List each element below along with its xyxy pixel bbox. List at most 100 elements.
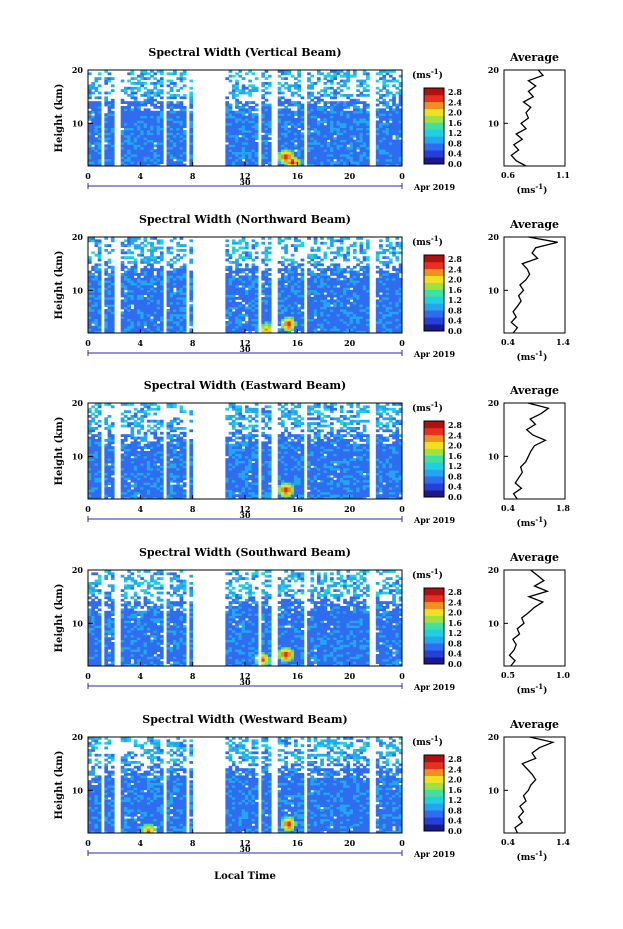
x-tick-label: 0 (399, 504, 405, 514)
spectral-width-panel-4: Spectral Width (Southward Beam) 10 20 Heigh… (54, 546, 570, 696)
x-tick-label: 0 (399, 171, 405, 181)
colorbar-segment (424, 427, 444, 436)
x-tick-label: 16 (292, 171, 304, 181)
x-tick-label: 12 (239, 504, 250, 514)
colorbar-segment (424, 636, 444, 644)
profile-x-tick-label: 0.6 (501, 170, 515, 180)
colorbar-segment (424, 803, 444, 811)
y-tick-label: 20 (72, 732, 84, 742)
colorbar-segment (424, 755, 444, 763)
x-tick-label: 20 (344, 504, 356, 514)
profile-y-tick-label: 10 (488, 618, 500, 628)
colorbar-segment (424, 462, 444, 470)
colorbar-segment (424, 448, 444, 456)
x-tick-label: 0 (85, 338, 91, 348)
colorbar-segment (424, 490, 444, 498)
x-tick-label: 8 (190, 171, 196, 181)
average-profile-line (514, 736, 555, 834)
profile-y-tick-label: 20 (488, 232, 500, 242)
x-axis-title: Local Time (214, 871, 276, 882)
x-tick-label: 16 (292, 504, 304, 514)
spectral-width-panel-1: Spectral Width (Vertical Beam) 10 20 Height… (54, 46, 570, 196)
colorbar-segment (424, 88, 444, 96)
heatmap-cells (88, 570, 403, 667)
colorbar-segment (424, 434, 444, 443)
profile-frame (503, 69, 566, 167)
x-tick-label: 4 (138, 504, 144, 514)
y-tick-label: 20 (72, 65, 84, 75)
average-profile-line (512, 402, 550, 500)
x-tick-label: 20 (344, 671, 356, 681)
panel-title: Spectral Width (Westward Beam) (142, 713, 347, 726)
x-tick-label: 0 (399, 838, 405, 848)
colorbar-tick-label: 1.2 (448, 461, 462, 471)
y-tick-label: 10 (72, 285, 84, 295)
colorbar-segment (424, 775, 444, 783)
x-tick-label: 0 (85, 171, 91, 181)
panel-title: Spectral Width (Eastward Beam) (144, 379, 346, 392)
date-label: Apr 2019 (413, 849, 456, 859)
colorbar-frame (423, 254, 445, 332)
profile-title: Average (509, 718, 559, 731)
spectral-width-panel-2: Spectral Width (Northward Beam) 10 20 Heigh… (54, 213, 570, 363)
colorbar-frame (423, 420, 445, 498)
profile-y-tick-label: 20 (488, 65, 500, 75)
colorbar-tick-label: 2.0 (448, 441, 462, 451)
profile-y-tick-label: 20 (488, 565, 500, 575)
x-tick-label: 12 (239, 838, 250, 848)
colorbar-segment (424, 594, 444, 603)
colorbar-tick-label: 1.6 (448, 451, 462, 461)
colorbar-segment (424, 657, 444, 665)
colorbar-segment (424, 296, 444, 304)
colorbar-unit: (ms-1) (412, 234, 443, 248)
colorbar-tick-label: 1.2 (448, 128, 462, 138)
x-tick-label: 4 (138, 671, 144, 681)
heatmap-cells (88, 737, 403, 834)
panel-title: Spectral Width (Southward Beam) (139, 546, 351, 559)
x-tick-label: 20 (344, 838, 356, 848)
profile-title: Average (509, 51, 559, 64)
day-label: 30 (239, 344, 251, 354)
x-tick-label: 8 (190, 838, 196, 848)
profile-frame (503, 236, 566, 334)
colorbar-tick-label: 0.8 (448, 138, 462, 148)
colorbar-segment (424, 761, 444, 770)
colorbar-tick-label: 1.6 (448, 285, 462, 295)
colorbar-segment (424, 441, 444, 449)
profile-x-tick-label: 0.5 (501, 670, 515, 680)
colorbar-segment (424, 455, 444, 463)
x-tick-label: 16 (292, 838, 304, 848)
profile-x-label: (ms-1) (517, 349, 548, 363)
x-tick-label: 0 (85, 838, 91, 848)
x-tick-label: 0 (399, 338, 405, 348)
y-axis-label: Height (km) (54, 84, 65, 153)
average-profile-line (510, 69, 545, 167)
x-tick-label: 4 (138, 171, 144, 181)
colorbar-tick-label: 0.0 (448, 326, 462, 336)
y-tick-label: 10 (72, 618, 84, 628)
colorbar-tick-label: 1.2 (448, 795, 462, 805)
colorbar-segment (424, 483, 444, 491)
colorbar-tick-label: 0.0 (448, 492, 462, 502)
colorbar-segment (424, 261, 444, 270)
colorbar-unit: (ms-1) (412, 734, 443, 748)
colorbar-segment (424, 303, 444, 311)
profile-x-tick-label: 1.4 (556, 837, 570, 847)
colorbar-segment (424, 476, 444, 484)
colorbar-segment (424, 796, 444, 804)
colorbar-tick-label: 2.4 (448, 430, 462, 440)
x-tick-label: 8 (190, 504, 196, 514)
colorbar-segment (424, 317, 444, 325)
y-axis-label: Height (km) (54, 417, 65, 486)
day-label: 30 (239, 844, 251, 854)
profile-x-tick-label: 0.4 (501, 337, 515, 347)
x-tick-label: 4 (138, 838, 144, 848)
date-label: Apr 2019 (413, 349, 456, 359)
profile-x-tick-label: 0.4 (501, 837, 515, 847)
x-tick-label: 12 (239, 671, 250, 681)
profile-x-label: (ms-1) (517, 849, 548, 863)
profile-frame (503, 402, 566, 500)
x-tick-label: 0 (399, 671, 405, 681)
colorbar-tick-label: 2.8 (448, 420, 462, 430)
colorbar-unit: (ms-1) (412, 67, 443, 81)
